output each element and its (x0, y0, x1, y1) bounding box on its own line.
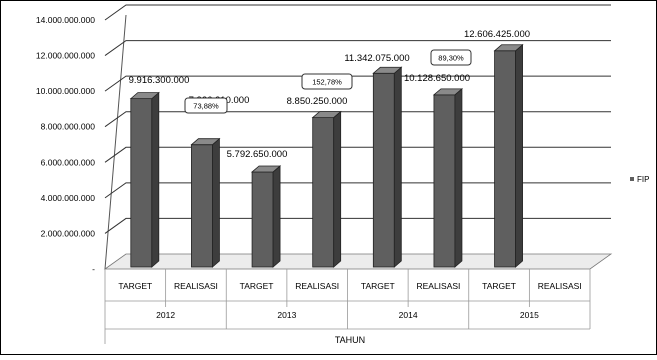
gridlines (104, 4, 611, 234)
data-label: 9.916.300.000 (129, 75, 190, 86)
data-label: 8.850.250.000 (287, 96, 348, 107)
x-tick-label: REALISASI (295, 281, 339, 291)
x-tick-label: TARGET (240, 281, 274, 291)
bar-front (312, 117, 335, 268)
bar-top (190, 138, 221, 146)
x-group-label: 2012 (156, 310, 175, 320)
chart-wall (103, 14, 613, 270)
bar-top (493, 44, 524, 52)
bar-side (212, 137, 220, 268)
x-tick-label: REALISASI (174, 281, 218, 291)
bar-side (393, 66, 402, 268)
bar-front (191, 144, 213, 268)
x-tick-label: REALISASI (538, 281, 582, 291)
x-tick-label: TARGET (482, 281, 516, 291)
gridline (104, 182, 611, 199)
gridline (104, 75, 611, 92)
gridline (104, 146, 611, 163)
data-label: 11.342.075.000 (344, 53, 409, 64)
bar-front (372, 72, 395, 268)
bar-side (515, 43, 523, 268)
x-axis-title: TAHUN (335, 335, 365, 345)
gridline (104, 111, 611, 128)
x-tick-label: TARGET (118, 281, 152, 291)
bar-side (454, 87, 463, 268)
gridline (104, 217, 611, 234)
annotation-box (184, 97, 228, 114)
bar-front (251, 171, 274, 268)
legend-swatch (630, 177, 634, 181)
annotations: 73,88% 152,78% 89,30% (184, 49, 472, 114)
gridline (104, 4, 611, 21)
bar-side (272, 165, 281, 268)
bar-front (130, 98, 153, 268)
bar-front (433, 94, 456, 268)
x-tick-label: TARGET (361, 281, 395, 291)
data-label: 5.792.650.000 (227, 149, 288, 160)
bar-top (311, 111, 342, 118)
y-axis-ticks: - 2.000.000.000 4.000.000.000 6.000.000.000… (36, 15, 95, 274)
y-tick-label: 6.000.000.000 (41, 157, 96, 167)
y-tick-label: 2.000.000.000 (41, 228, 96, 238)
annotation-label: 152,78% (312, 78, 342, 87)
x-axis-table: TARGET REALISASI TARGET REALISASI TARGET REAL… (104, 269, 591, 344)
x-group-label: 2014 (399, 310, 418, 320)
bar-side (333, 110, 342, 268)
bar-top (432, 88, 464, 96)
y-tick-label: 12.000.000.000 (36, 51, 95, 61)
x-tick-label: REALISASI (416, 281, 460, 291)
data-label: 10.128.650.000 (404, 73, 470, 84)
chart-floor (103, 253, 613, 270)
y-tick-label: 4.000.000.000 (41, 193, 96, 203)
bar-side (151, 91, 160, 268)
y-tick-label: 10.000.000.000 (36, 86, 95, 96)
bar-top (129, 92, 160, 100)
bar-front (494, 50, 516, 268)
annotation-label: 73,88% (193, 102, 219, 111)
bar-top (372, 66, 403, 74)
bars (129, 43, 524, 268)
annotation-label: 89,30% (438, 54, 464, 63)
annotation-box (301, 73, 353, 90)
gridline (104, 40, 611, 56)
legend-label: FIP (637, 175, 649, 184)
bar-top (250, 165, 282, 173)
y-tick-label: - (92, 264, 95, 274)
x-group-label: 2013 (277, 310, 296, 320)
y-tick-label: 14.000.000.000 (36, 15, 95, 25)
y-tick-label: 8.000.000.000 (41, 122, 96, 132)
x-group-label: 2015 (520, 310, 539, 320)
wall-left-edge (104, 14, 127, 270)
annotation-box (430, 49, 472, 66)
data-label: 12.606.425.000 (464, 29, 530, 40)
legend: FIP (630, 175, 649, 184)
